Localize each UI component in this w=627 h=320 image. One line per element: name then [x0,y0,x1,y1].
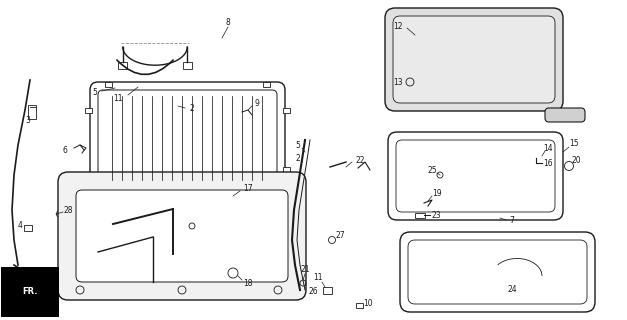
FancyBboxPatch shape [58,172,306,300]
Bar [105,82,112,86]
Text: 13: 13 [393,77,403,86]
FancyBboxPatch shape [90,82,285,194]
Text: 11: 11 [314,274,323,283]
Text: 7: 7 [510,215,514,225]
Text: 25: 25 [427,165,437,174]
FancyBboxPatch shape [385,8,563,111]
Text: 28: 28 [63,205,73,214]
Bar [357,302,364,308]
Text: 9: 9 [255,99,260,108]
Text: 20: 20 [571,156,581,164]
Text: FR.: FR. [22,287,38,297]
FancyBboxPatch shape [545,108,585,122]
Text: 24: 24 [507,285,517,294]
Text: 18: 18 [243,278,253,287]
Bar [283,166,290,172]
Bar [182,61,192,68]
FancyBboxPatch shape [393,16,555,103]
Text: 12: 12 [393,21,403,30]
Text: 2: 2 [189,103,194,113]
Text: 3: 3 [26,116,31,124]
Text: 5: 5 [93,87,97,97]
Bar [324,286,332,293]
Bar [283,108,290,113]
Text: 15: 15 [569,139,579,148]
Bar [251,194,258,198]
FancyBboxPatch shape [76,190,288,282]
FancyBboxPatch shape [388,132,563,220]
Text: 26: 26 [308,287,318,297]
Text: 22: 22 [356,156,365,164]
Text: 27: 27 [335,230,345,239]
Bar [184,194,191,198]
Text: 10: 10 [363,299,373,308]
Text: 6: 6 [63,146,68,155]
FancyBboxPatch shape [400,232,595,312]
Bar [85,108,92,113]
Text: 21: 21 [300,266,310,275]
Text: 8: 8 [226,18,230,27]
Bar [555,150,561,158]
Bar [28,105,36,119]
Text: 2: 2 [295,154,300,163]
Text: 19: 19 [432,188,442,197]
Text: 23: 23 [431,211,441,220]
Bar [415,212,425,218]
Bar [119,61,127,68]
Text: 14: 14 [543,143,553,153]
Text: 17: 17 [243,183,253,193]
Text: 11: 11 [113,93,123,102]
Bar [263,82,270,86]
Text: 4: 4 [18,220,23,229]
Text: 16: 16 [543,158,553,167]
Bar [105,189,112,195]
Text: 5: 5 [295,140,300,149]
Bar [24,225,32,231]
